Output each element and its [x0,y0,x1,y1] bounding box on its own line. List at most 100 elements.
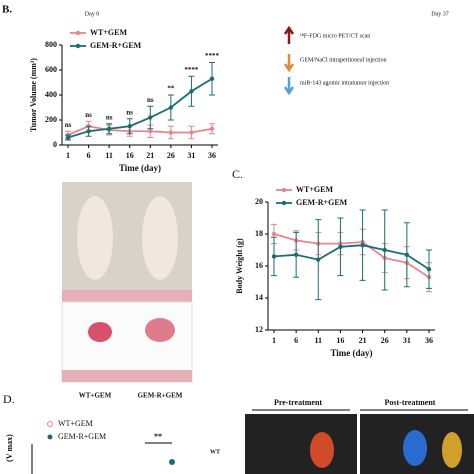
legend-text: GEM-R+GEM [58,432,106,441]
pet-image [245,414,357,474]
point [426,267,432,272]
point [148,129,153,134]
row-label: WT [210,449,220,455]
axis [267,202,435,331]
point [404,252,410,257]
x-tick-label: 21 [359,336,367,345]
annotation: ns [65,121,72,129]
point [293,252,299,257]
y-label: (V max) [5,434,14,462]
y-tick-label: 0 [53,140,57,149]
y-tick-label: 14 [255,293,263,302]
legend-text: miR-143 agomir intratumor injection [300,80,389,86]
x-tick-label: 6 [87,151,91,160]
x-tick-label: 31 [403,336,411,345]
point [360,243,365,248]
photo-label: GEM-R+GEM [138,392,183,400]
point [148,115,153,120]
x-tick-label: 11 [315,336,323,345]
point [169,459,175,465]
point [189,130,194,135]
x-tick-label: 26 [167,151,175,160]
ruler [62,370,192,382]
tumor-photo [61,301,193,383]
legend-text: GEM-R+GEM [296,198,348,207]
x-tick-label: 26 [381,336,389,345]
photos: WT+GEM GEM-R+GEM [61,182,193,400]
annotation: ** [167,85,175,93]
annotation: ns [147,96,154,104]
point [209,76,215,81]
annotation: ns [126,108,133,116]
legend-text: WT+GEM [58,419,93,428]
axis [61,45,218,146]
x-tick-label: 31 [187,151,195,160]
point [86,129,91,134]
y-tick-label: 600 [45,65,57,74]
legend-marker [47,421,53,427]
header: Pre-treatment [274,398,322,407]
annotation: **** [184,66,199,74]
x-tick-label: 16 [126,151,134,160]
x-tick-label: 36 [208,151,216,160]
legend-text: WT+GEM [90,28,127,37]
arrow-icon [283,54,295,73]
point [271,231,277,237]
point [271,254,277,259]
point [316,257,321,262]
annotation: ns [106,113,113,121]
y-tick-label: 200 [45,115,57,124]
arrow-icon [283,25,295,44]
x-tick-label: 11 [105,151,113,160]
series-line [67,125,213,136]
panel-label: D. [3,392,15,406]
legend-marker [47,434,53,440]
tumor [145,318,175,342]
timeline-end: Day 37 [431,11,449,17]
header: Post-treatment [385,398,436,407]
series-line [67,77,213,139]
legend-text: ¹⁸F-FDG micro PET/CT scan [300,33,370,39]
timeline-start: Day 0 [85,11,100,17]
mouse [142,196,178,280]
legend-text: GEM-R+GEM [90,41,142,50]
point [65,135,71,140]
y-label: Body Weight (g) [235,238,244,294]
x-label: Time (day) [119,163,161,173]
panel-label: C. [232,167,243,181]
photo-label: WT+GEM [79,392,112,400]
y-tick-label: 16 [255,261,263,270]
point [106,126,112,131]
y-tick-label: 20 [255,197,263,206]
legend-text: GEM/NaCl intraperitoneal injection [300,57,387,63]
ruler [62,290,192,302]
point [168,105,174,110]
series-line [273,233,430,278]
legend-marker [75,43,81,49]
legend-text: WT+GEM [296,185,333,194]
series-line [273,244,430,270]
annotation: ns [85,111,92,119]
x-tick-label: 1 [272,336,276,345]
x-tick-label: 1 [66,151,70,160]
tumor [88,322,112,342]
panel-label: B. [2,4,12,16]
pet-signal [442,432,462,468]
pet-signal [310,432,334,468]
legend-marker [281,187,287,193]
point [338,244,343,249]
point [168,130,174,135]
x-tick-label: 36 [425,336,433,345]
mouse [77,196,113,280]
legend-marker [75,30,81,36]
y-tick-label: 800 [45,40,57,49]
point [382,247,387,253]
arrow-icon [283,77,295,96]
y-label: Tumor Volume (mm³) [29,58,38,132]
point [189,89,194,94]
pet-signal [403,430,427,466]
annotation: **** [205,52,220,60]
legend-marker [281,200,287,206]
y-tick-label: 400 [45,90,57,99]
